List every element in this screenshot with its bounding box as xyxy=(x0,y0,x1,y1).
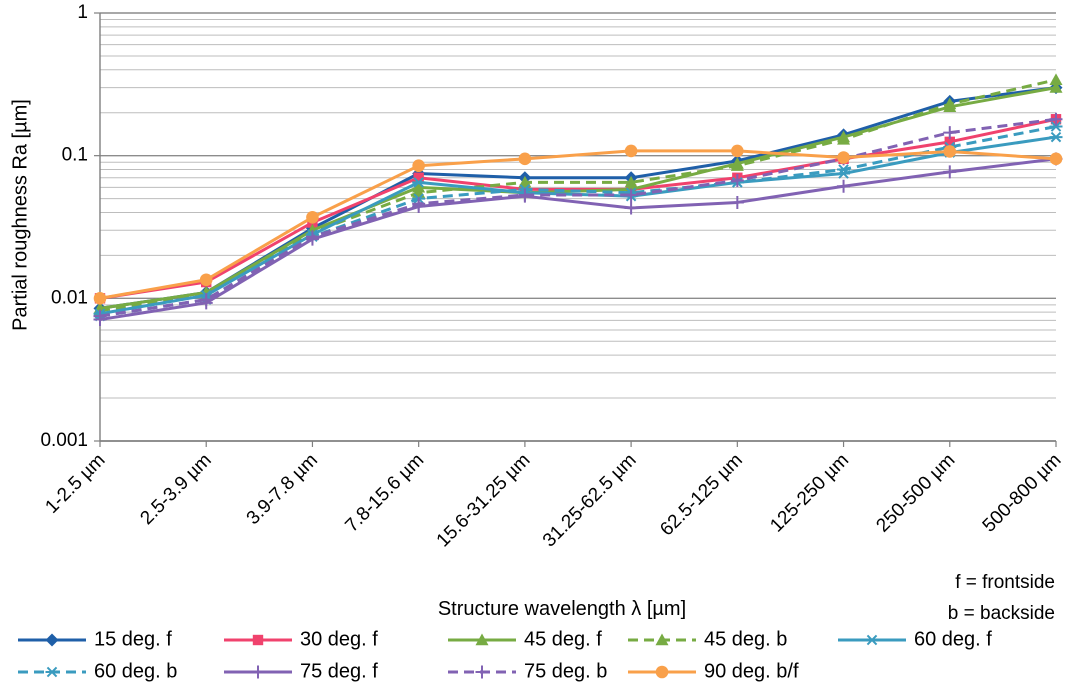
data-point xyxy=(624,144,638,158)
data-point xyxy=(943,126,957,140)
data-point xyxy=(730,195,744,209)
gridlines xyxy=(100,12,1056,442)
data-point xyxy=(306,210,319,224)
data-point xyxy=(1049,112,1063,126)
legend-marker xyxy=(865,634,879,646)
x-tick-label: 125-250 µm xyxy=(766,450,853,537)
y-tick-labels: 0.001 0.01 0.1 1 xyxy=(40,2,88,451)
x-tick-label: 31.25-62.5 µm xyxy=(539,450,641,552)
data-point xyxy=(730,159,744,171)
series-60-deg-f xyxy=(93,131,1063,319)
x-axis-label: Structure wavelength λ [µm] xyxy=(438,598,686,620)
data-point xyxy=(944,136,955,148)
legend-item: 45 deg. b xyxy=(628,628,787,650)
series-lines xyxy=(93,73,1063,327)
x-tick-label: 2.5-3.9 µm xyxy=(136,450,215,529)
series-60-deg-b xyxy=(93,121,1063,322)
legend-item: 15 deg. f xyxy=(18,628,172,650)
data-point xyxy=(518,175,532,188)
data-point xyxy=(518,188,532,202)
data-point xyxy=(93,292,107,305)
legend-label: 75 deg. b xyxy=(524,660,607,682)
data-point xyxy=(624,188,638,202)
data-point xyxy=(199,273,213,287)
data-point xyxy=(1049,152,1063,166)
x-tick-label: 500-800 µm xyxy=(979,450,1066,537)
legend-marker xyxy=(45,633,59,647)
legend-label: 15 deg. f xyxy=(94,628,172,650)
y-axis-label: Partial roughness Ra [µm] xyxy=(9,99,31,331)
legend-marker xyxy=(475,665,489,679)
legend-label: 90 deg. b/f xyxy=(704,660,799,682)
x-tick-label: 1-2.5 µm xyxy=(41,450,109,518)
data-point xyxy=(1049,81,1063,93)
x-tick-labels: 1-2.5 µm 2.5-3.9 µm 3.9-7.8 µm 7.8-15.6 µm 1… xyxy=(41,450,1065,552)
data-point xyxy=(1049,73,1063,86)
series-line xyxy=(99,135,1057,316)
data-point xyxy=(1049,121,1063,132)
legend-marker xyxy=(45,666,59,678)
data-point xyxy=(305,230,319,244)
data-point xyxy=(624,201,638,215)
data-point xyxy=(412,177,426,188)
data-point xyxy=(943,165,957,179)
legend: 15 deg. f 30 deg. f 45 deg. f 45 deg. b 60 d… xyxy=(18,628,992,682)
legend-label: 45 deg. f xyxy=(524,628,602,650)
annotation-backside: b = backside xyxy=(948,603,1055,624)
data-point xyxy=(93,309,107,323)
legend-item: 30 deg. f xyxy=(224,628,378,650)
legend-item: 75 deg. b xyxy=(448,660,607,682)
data-point xyxy=(837,179,851,193)
series-line xyxy=(99,149,1057,300)
legend-label: 75 deg. f xyxy=(300,660,378,682)
data-point xyxy=(413,172,424,183)
data-point xyxy=(199,293,213,307)
y-tick-label: 0.01 xyxy=(51,287,88,308)
legend-label: 30 deg. f xyxy=(300,628,378,650)
legend-marker xyxy=(475,633,489,646)
data-point xyxy=(412,197,426,211)
data-point xyxy=(837,151,850,164)
legend-marker xyxy=(251,665,265,679)
series-line xyxy=(99,157,1057,322)
legend-item: 60 deg. f xyxy=(838,628,992,650)
x-tick-label: 7.8-15.6 µm xyxy=(341,450,428,537)
axes xyxy=(94,12,1057,447)
legend-marker xyxy=(655,665,669,679)
data-point xyxy=(837,164,851,175)
series-90-deg-b-f xyxy=(93,144,1063,305)
data-point xyxy=(943,145,957,158)
legend-marker xyxy=(252,634,264,646)
data-point xyxy=(412,159,425,173)
series-line xyxy=(99,117,1057,318)
x-tick-label: 62.5-125 µm xyxy=(656,450,747,541)
series-75-deg-b xyxy=(93,112,1063,323)
legend-item: 45 deg. f xyxy=(448,628,602,650)
legend-item: 60 deg. b xyxy=(18,660,177,682)
legend-label: 45 deg. b xyxy=(704,628,787,650)
x-tick-label: 15.6-31.25 µm xyxy=(433,450,535,552)
series-line xyxy=(99,117,1057,300)
legend-item: 90 deg. b/f xyxy=(628,660,799,682)
data-point xyxy=(624,175,638,188)
data-point xyxy=(731,144,744,158)
data-point xyxy=(518,152,532,166)
data-point xyxy=(943,97,957,110)
data-point xyxy=(1049,131,1063,143)
data-point xyxy=(837,132,851,145)
legend-label: 60 deg. f xyxy=(914,628,992,650)
annotation-frontside: f = frontside xyxy=(955,572,1055,593)
legend-label: 60 deg. b xyxy=(94,660,177,682)
y-tick-label: 0.1 xyxy=(62,145,88,166)
x-tick-label: 3.9-7.8 µm xyxy=(243,450,322,529)
y-tick-label: 0.001 xyxy=(40,430,88,451)
legend-marker xyxy=(655,633,669,646)
x-tick-label: 250-500 µm xyxy=(872,450,959,537)
y-tick-label: 1 xyxy=(77,2,88,23)
legend-item: 75 deg. f xyxy=(224,660,378,682)
data-point xyxy=(730,173,744,187)
